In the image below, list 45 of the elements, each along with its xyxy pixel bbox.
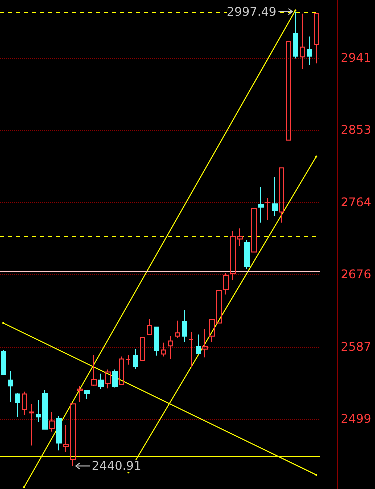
candlestick — [15, 392, 20, 418]
candlestick — [251, 208, 257, 253]
candlestick — [112, 369, 118, 388]
candlestick — [244, 240, 250, 270]
candlestick — [56, 416, 62, 452]
candlestick — [202, 328, 208, 358]
candlestick — [8, 370, 13, 403]
candlestick — [22, 391, 27, 416]
candlestick — [189, 332, 194, 368]
y-tick-label: 2853 — [341, 122, 372, 137]
candlestick — [98, 373, 104, 390]
annotation: 2997.49 — [227, 4, 277, 19]
candlestick — [133, 348, 138, 370]
candlestick — [105, 369, 111, 390]
candlestick — [84, 390, 90, 400]
y-tick-label: 2587 — [341, 340, 372, 354]
candlestick — [272, 176, 278, 217]
y-tick-label: 2676 — [341, 267, 372, 282]
candlestick — [147, 318, 152, 336]
candlestick — [286, 41, 291, 141]
annotation: 2440.91 — [92, 459, 142, 474]
y-tick-label: 2764 — [341, 195, 372, 210]
candlestick — [258, 186, 264, 224]
candlestick — [154, 326, 159, 356]
candlestick — [77, 386, 83, 403]
candlestick — [307, 36, 312, 66]
candlestick — [293, 11, 298, 60]
candlestick — [314, 13, 319, 64]
candlestick — [126, 354, 131, 366]
candlestick — [300, 13, 305, 70]
y-tick-label: 2941 — [341, 50, 372, 65]
candlestick — [182, 310, 187, 343]
candlestick — [29, 404, 34, 446]
candlestick — [91, 354, 97, 387]
candlestick — [279, 168, 284, 224]
candlestick — [161, 342, 166, 358]
y-tick-label: 2499 — [341, 412, 372, 426]
candlestick — [1, 350, 6, 376]
candlestick — [49, 412, 55, 432]
candlestick — [119, 356, 124, 386]
candlestick — [168, 336, 173, 360]
candlestick — [196, 334, 201, 354]
candlestick — [140, 337, 145, 362]
candlestick — [265, 198, 271, 221]
candlestick — [175, 320, 180, 338]
